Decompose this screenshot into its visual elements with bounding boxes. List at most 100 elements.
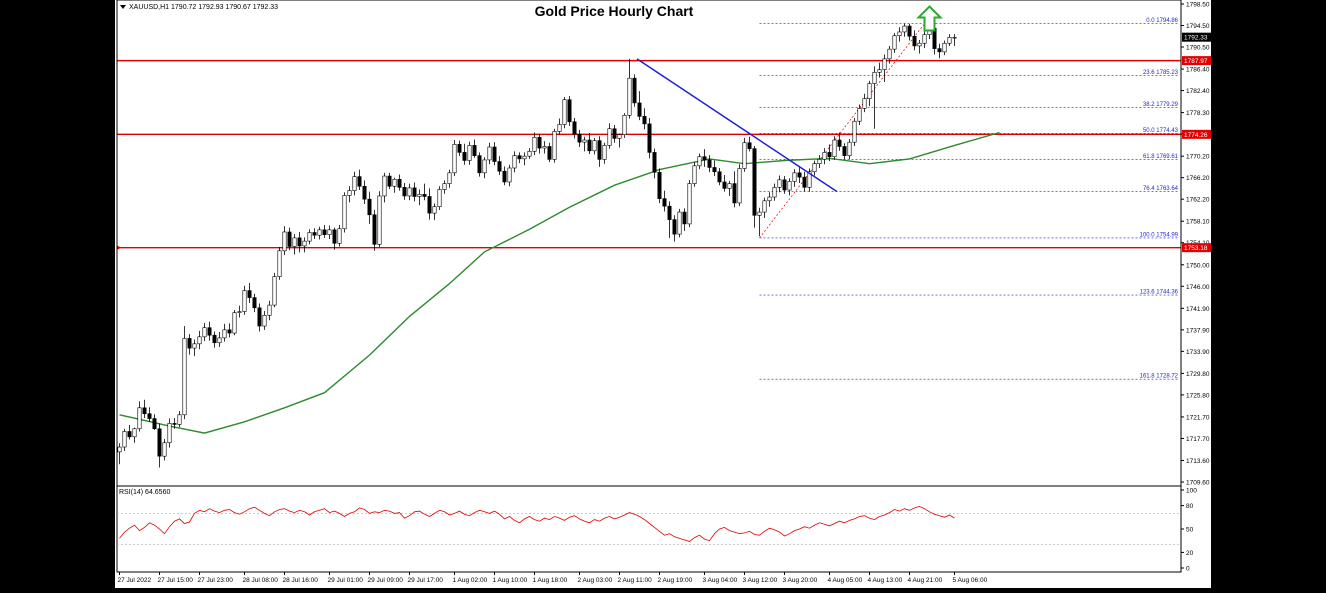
candle-body <box>192 343 197 349</box>
price-marker-label: 1787.97 <box>1184 58 1208 65</box>
x-tick-label: 29 Jul 17:00 <box>408 577 444 584</box>
fib-level-label: 123.6 1744.36 <box>1140 290 1179 296</box>
candle-body <box>912 35 917 47</box>
x-tick-label: 5 Aug 06:00 <box>953 577 988 584</box>
x-tick-label: 29 Jul 01:00 <box>328 577 364 584</box>
candle-body <box>792 172 797 182</box>
candle-body <box>862 98 867 109</box>
candle-body <box>382 175 387 197</box>
rsi-tick-label: 0 <box>1186 566 1190 573</box>
candle-body <box>337 228 342 244</box>
candle-body <box>262 315 267 327</box>
candle-body <box>142 407 147 415</box>
candle-body <box>422 194 427 197</box>
candle-body <box>852 120 857 143</box>
fib-level-label: 50.0 1774.43 <box>1143 128 1179 134</box>
candle-body <box>267 304 272 316</box>
fib-level-label: 61.8 1769.61 <box>1143 154 1179 160</box>
candle-body <box>447 172 452 184</box>
candle-body <box>787 181 792 191</box>
candle-body <box>857 108 862 122</box>
fib-diagonal <box>759 23 925 239</box>
candle-body <box>817 159 822 164</box>
candle-body <box>442 183 447 190</box>
candle-body <box>742 142 747 169</box>
candle-body <box>427 196 432 214</box>
candle-body <box>317 229 322 236</box>
y-tick-label: 1746.00 <box>1186 284 1210 291</box>
candle-body <box>547 146 552 160</box>
candle-body <box>652 152 657 173</box>
candle-body <box>727 183 732 189</box>
candle-body <box>642 116 647 125</box>
candle-body <box>367 198 372 216</box>
candle-body <box>287 231 292 247</box>
candle-body <box>387 175 392 187</box>
candle-body <box>677 211 682 235</box>
chart-background <box>115 0 1211 588</box>
candle-body <box>157 428 162 457</box>
candle-body <box>497 161 502 172</box>
rsi-label: RSI(14) 64.6560 <box>119 489 170 496</box>
candle-body <box>417 194 422 197</box>
price-marker-label: 1774.26 <box>1184 132 1208 139</box>
candle-body <box>182 338 187 416</box>
candle-body <box>217 337 222 344</box>
candle-body <box>167 423 172 444</box>
x-tick-label: 3 Aug 12:00 <box>743 577 778 584</box>
symbol-dropdown-icon[interactable] <box>120 5 126 9</box>
candle-body <box>412 187 417 197</box>
rsi-tick-label: 20 <box>1186 550 1194 557</box>
candle-body <box>682 211 687 225</box>
candle-body <box>322 229 327 235</box>
candle-body <box>832 139 837 158</box>
rsi-tick-label: 100 <box>1186 488 1197 495</box>
candle-body <box>127 431 132 438</box>
candle-body <box>407 187 412 197</box>
candle-body <box>627 77 632 116</box>
candle-body <box>637 102 642 117</box>
candle-body <box>877 69 882 73</box>
candle-body <box>257 307 262 327</box>
y-tick-label: 1770.20 <box>1186 154 1210 161</box>
x-tick-label: 4 Aug 05:00 <box>828 577 863 584</box>
y-tick-label: 1790.50 <box>1186 45 1210 52</box>
candle-body <box>942 42 947 53</box>
candle-body <box>332 229 337 244</box>
candle-body <box>272 276 277 306</box>
candle-body <box>187 338 192 349</box>
sma-line <box>119 131 1000 434</box>
candle-body <box>907 25 912 37</box>
candle-body <box>542 146 547 149</box>
candle-body <box>607 128 612 146</box>
candle-body <box>882 58 887 70</box>
y-tick-label: 1737.90 <box>1186 327 1210 334</box>
candle-body <box>137 407 142 430</box>
rsi-tick-label: 80 <box>1186 503 1194 510</box>
candle-body <box>307 232 312 242</box>
x-tick-label: 29 Jul 09:00 <box>368 577 404 584</box>
candle-body <box>717 171 722 183</box>
chart-title: Gold Price Hourly Chart <box>535 3 694 19</box>
candle-body <box>722 181 727 189</box>
price-markers: 1792.33 1787.97 1774.26 1753.18 <box>1182 32 1211 253</box>
candle-body <box>782 179 787 191</box>
price-marker-box <box>1182 32 1211 42</box>
candle-body <box>532 137 537 152</box>
candle-body <box>767 196 772 202</box>
candle-body <box>122 431 127 448</box>
candle-body <box>117 446 122 453</box>
candle-body <box>592 140 597 152</box>
candle-body <box>452 144 457 174</box>
candle-body <box>887 48 892 60</box>
price-marker-label: 1753.18 <box>1184 245 1208 252</box>
candle-body <box>587 139 592 152</box>
candle-body <box>467 145 472 161</box>
candle-body <box>892 35 897 50</box>
x-tick-label: 1 Aug 18:00 <box>533 577 568 584</box>
x-tick-label: 1 Aug 10:00 <box>493 577 528 584</box>
candle-body <box>657 171 662 199</box>
candle-body <box>827 152 832 158</box>
y-tick-label: 1778.30 <box>1186 110 1210 117</box>
candle-body <box>707 159 712 168</box>
